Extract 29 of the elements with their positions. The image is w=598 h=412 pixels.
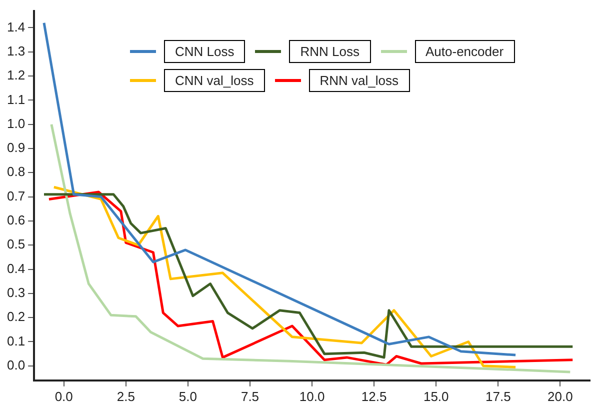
legend-label: RNN val_loss — [308, 69, 410, 92]
x-tick-label: 15.0 — [423, 388, 449, 404]
y-tick-label: 0.7 — [6, 188, 26, 204]
x-tick-label: 0.0 — [54, 388, 73, 404]
y-tick-label: 0.8 — [6, 164, 26, 180]
y-tick-label: 0.0 — [6, 357, 26, 372]
y-tick-label: 0.2 — [6, 309, 26, 324]
y-tick-label: 0.3 — [6, 285, 26, 300]
y-tick-label: 0.1 — [6, 333, 26, 348]
y-tick-label: 1.0 — [6, 116, 26, 131]
y-tick-label: 0.6 — [6, 212, 26, 228]
legend-label: CNN Loss — [164, 40, 246, 63]
y-tick-label: 0.9 — [6, 140, 26, 156]
x-tick-label: 10.0 — [299, 388, 325, 404]
y-tick-label: 0.4 — [6, 260, 26, 276]
x-tick-label: 7.5 — [240, 388, 260, 404]
x-tick-label: 2.5 — [116, 388, 135, 404]
x-tick-label: 17.5 — [486, 388, 511, 404]
y-tick-label: 1.2 — [6, 68, 26, 83]
x-tick-label: 20.0 — [548, 388, 573, 404]
legend-label: CNN val_loss — [164, 69, 265, 92]
y-tick-label: 1.3 — [6, 43, 26, 58]
legend-label: RNN Loss — [289, 40, 370, 63]
x-tick-label: 12.5 — [361, 388, 387, 404]
y-tick-label: 1.1 — [6, 92, 26, 107]
x-tick-label: 5.0 — [178, 388, 197, 404]
legend-label: Auto-encoder — [414, 40, 515, 63]
y-tick-label: 1.4 — [6, 19, 26, 34]
y-tick-label: 0.5 — [6, 236, 26, 252]
